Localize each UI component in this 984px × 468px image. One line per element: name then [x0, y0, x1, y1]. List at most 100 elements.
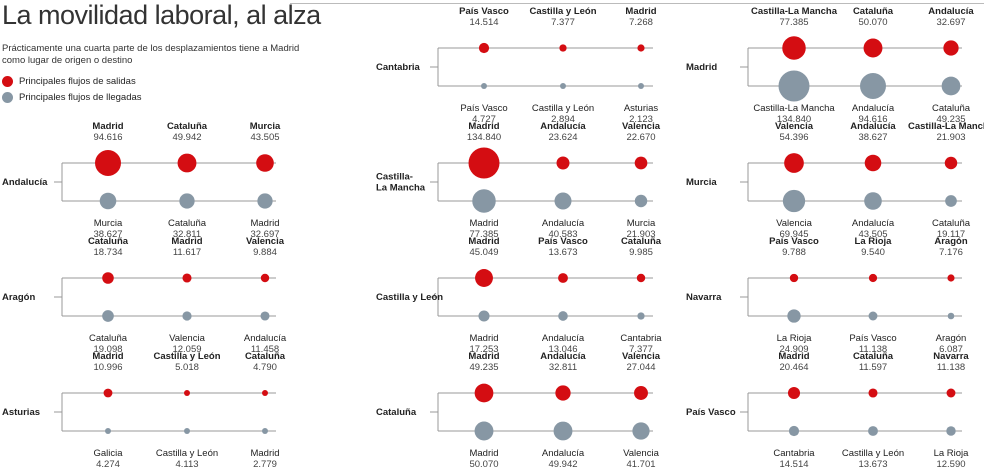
outflow-dest-label: Valencia	[622, 351, 661, 362]
outflow-value-label: 11.597	[859, 362, 887, 373]
outflow-bubble	[559, 44, 567, 52]
outflow-value-label: 77.385	[779, 17, 808, 28]
inflow-bubble	[864, 192, 882, 210]
outflow-value-label: 11.617	[173, 247, 201, 258]
outflow-dest-label: Madrid	[92, 351, 123, 362]
outflow-bubble	[475, 269, 493, 287]
region-castilla-la-mancha: Castilla-La ManchaMadrid134.840Andalucía…	[376, 121, 661, 240]
inflow-origin-label: Valencia	[169, 333, 205, 344]
outflow-bubble	[95, 150, 121, 176]
inflow-value-label: 4.727	[472, 114, 496, 125]
outflow-value-label: 23.624	[548, 132, 577, 143]
outflow-dest-label: Cataluña	[167, 121, 208, 132]
inflow-origin-label: Madrid	[469, 333, 498, 344]
inflow-value-label: 2.123	[629, 114, 653, 125]
outflow-value-label: 7.377	[551, 17, 575, 28]
outflow-value-label: 21.903	[936, 132, 965, 143]
inflow-origin-label: Cataluña	[932, 103, 971, 114]
outflow-dest-label: Madrid	[171, 236, 202, 247]
outflow-bubble	[468, 147, 500, 179]
outflow-bubble	[260, 273, 270, 283]
region-label: Navarra	[686, 292, 722, 303]
inflow-bubble	[478, 310, 490, 322]
outflow-value-label: 49.235	[469, 362, 498, 373]
outflow-value-label: 13.673	[548, 247, 577, 258]
inflow-origin-label: Madrid	[250, 448, 279, 459]
inflow-value-label: 11.458	[251, 344, 279, 355]
inflow-value-label: 11.138	[859, 344, 887, 355]
legend-out-label: Principales flujos de salidas	[19, 76, 136, 87]
inflow-bubble	[179, 193, 195, 209]
inflow-bubble	[472, 189, 496, 213]
inflow-value-label: 12.590	[936, 459, 965, 468]
inflow-value-label: 24.909	[779, 344, 808, 355]
page-subtitle: Prácticamente una cuarta parte de los de…	[2, 43, 300, 66]
inflow-bubble	[868, 426, 878, 436]
outflow-bubble	[256, 154, 274, 172]
inflow-value-label: 50.070	[469, 459, 498, 468]
region-catalu-a: CataluñaMadrid49.235Andalucía32.811Valen…	[376, 351, 661, 468]
outflow-value-label: 10.996	[93, 362, 122, 373]
inflow-value-label: 21.903	[626, 229, 655, 240]
outflow-dest-label: Cataluña	[853, 6, 894, 17]
outflow-value-label: 22.670	[626, 132, 655, 143]
inflow-value-label: 69.945	[779, 229, 808, 240]
outflow-value-label: 50.070	[858, 17, 887, 28]
outflow-value-label: 9.788	[782, 247, 806, 258]
outflow-bubble	[636, 273, 646, 283]
outflow-dest-label: Murcia	[250, 121, 281, 132]
inflow-origin-label: Cantabria	[620, 333, 662, 344]
inflow-origin-label: País Vasco	[849, 333, 896, 344]
inflow-value-label: 38.627	[93, 229, 122, 240]
outflow-bubble	[556, 156, 570, 170]
inflow-bubble	[860, 73, 886, 99]
inflow-value-label: 77.385	[469, 229, 498, 240]
inflow-bubble	[102, 310, 114, 322]
outflow-bubble	[789, 273, 799, 283]
outflow-dest-label: Navarra	[933, 351, 969, 362]
inflow-origin-label: Castilla-La Mancha	[753, 103, 835, 114]
inflow-origin-label: Madrid	[250, 218, 279, 229]
inflow-bubble	[637, 312, 645, 320]
outflow-bubble	[863, 38, 883, 58]
inflow-bubble	[182, 311, 192, 321]
outflow-bubble	[864, 154, 882, 172]
region-label: Cantabria	[376, 62, 421, 73]
inflow-bubble	[560, 83, 566, 89]
inflow-value-label: 7.377	[629, 344, 653, 355]
region-murcia: MurciaValencia54.396Andalucía38.627Casti…	[686, 121, 984, 240]
outflow-bubble	[868, 273, 878, 283]
inflow-bubble	[778, 70, 810, 102]
outflow-dest-label: Cataluña	[88, 236, 129, 247]
outflow-bubble	[102, 272, 114, 284]
inflow-bubble	[945, 195, 957, 207]
inflow-bubble	[946, 426, 956, 436]
legend-inflows: Principales flujos de llegadas	[2, 92, 142, 103]
inflow-bubble	[257, 193, 273, 209]
inflow-origin-label: País Vasco	[460, 103, 507, 114]
legend-out-swatch	[2, 76, 13, 87]
inflow-value-label: 2.779	[253, 459, 277, 468]
inflow-origin-label: Asturias	[624, 103, 659, 114]
outflow-value-label: 9.985	[629, 247, 653, 258]
outflow-bubble	[787, 386, 801, 400]
outflow-value-label: 4.790	[253, 362, 277, 373]
inflow-value-label: 19.098	[93, 344, 122, 355]
legend-outflows: Principales flujos de salidas	[2, 76, 136, 87]
region-arag-n: AragónCataluña18.734Madrid11.617Valencia…	[2, 236, 287, 355]
inflow-bubble	[262, 428, 268, 434]
inflow-bubble	[947, 312, 955, 320]
inflow-value-label: 6.087	[939, 344, 963, 355]
region-label: País Vasco	[686, 407, 736, 418]
outflow-dest-label: Aragón	[934, 236, 967, 247]
outflow-value-label: 54.396	[779, 132, 808, 143]
inflow-origin-label: La Rioja	[777, 333, 813, 344]
inflow-origin-label: Andalucía	[542, 333, 585, 344]
outflow-bubble	[182, 273, 192, 283]
inflow-origin-label: Cantabria	[773, 448, 815, 459]
